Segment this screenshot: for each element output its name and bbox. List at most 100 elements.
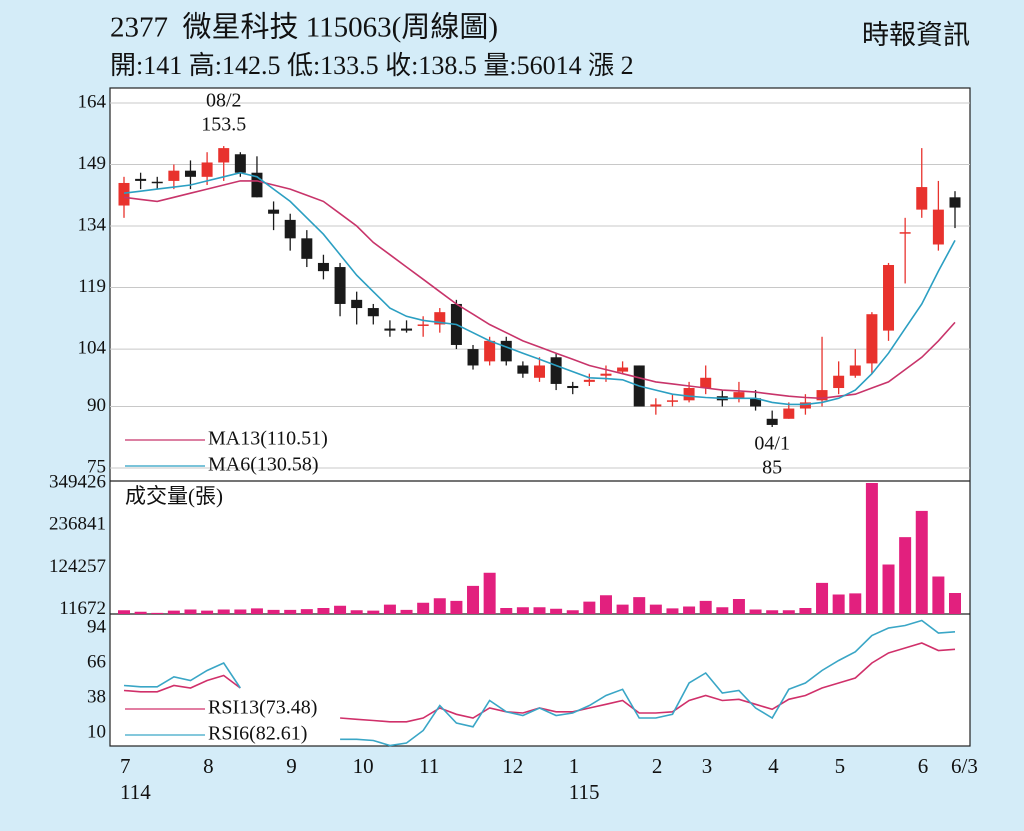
volume-bar — [317, 608, 330, 614]
volume-bar — [450, 600, 463, 614]
candle-body — [932, 209, 944, 245]
y-tick-label: 75 — [87, 456, 106, 477]
x-year-label: 115 — [569, 780, 600, 804]
candle-body — [201, 162, 213, 177]
series-line — [123, 180, 956, 400]
candle-body — [583, 379, 595, 382]
volume-bar — [599, 595, 612, 614]
volume-bar — [865, 483, 878, 614]
volume-bar — [849, 593, 862, 614]
candle-body — [434, 312, 446, 325]
volume-bar — [267, 609, 280, 614]
y-tick-label: 104 — [78, 337, 107, 358]
candle-body — [883, 264, 895, 331]
x-tick-label: 7 — [120, 754, 131, 778]
candle-body — [500, 340, 512, 362]
title: 2377 微星科技 115063(周線圖) — [110, 11, 498, 44]
x-tick-label: 9 — [286, 754, 297, 778]
candle-body — [650, 404, 662, 407]
legend-label: RSI6(82.61) — [208, 723, 307, 745]
candle-body — [118, 182, 130, 206]
candle-body — [484, 340, 496, 362]
volume-bar — [899, 537, 912, 614]
annotation-date: 08/2 — [206, 90, 242, 112]
candle-body — [351, 299, 363, 309]
candle-body — [417, 324, 429, 326]
y-tick-label: 236841 — [49, 514, 106, 535]
candle-body — [733, 392, 745, 399]
volume-bar — [433, 598, 446, 614]
volume-bar — [234, 609, 247, 614]
volume-bar — [649, 604, 662, 614]
volume-bar — [334, 605, 347, 614]
volume-bar — [749, 609, 762, 614]
y-tick-label: 119 — [78, 276, 106, 297]
candle-body — [683, 388, 695, 401]
candle-body — [284, 219, 296, 239]
volume-bar — [716, 607, 729, 614]
candle-body — [234, 154, 246, 173]
x-tick-label: 2 — [652, 754, 663, 778]
y-tick-label: 10 — [87, 721, 106, 742]
candle-body — [317, 262, 329, 272]
x-tick-label: 11 — [419, 754, 439, 778]
x-year-label: 114 — [120, 780, 151, 804]
y-tick-label: 149 — [78, 153, 107, 174]
volume-bar — [284, 609, 297, 614]
candle-body — [783, 408, 795, 419]
volume-bar — [799, 608, 812, 614]
volume-bar — [949, 593, 961, 614]
volume-bar — [566, 610, 579, 614]
volume-bar — [583, 601, 596, 614]
candle-body — [833, 375, 845, 389]
volume-bar — [383, 604, 396, 614]
volume-bar — [699, 600, 712, 614]
y-tick-label: 38 — [87, 686, 106, 707]
x-tick-label: 10 — [353, 754, 374, 778]
quote: 開:141 高:142.5 低:133.5 收:138.5 量:56014 漲 … — [110, 51, 634, 80]
volume-bar — [201, 610, 214, 614]
volume-bar — [832, 594, 845, 614]
volume-bar — [782, 610, 795, 614]
volume-bar — [516, 607, 529, 614]
volume-bar — [666, 608, 679, 614]
candle-body — [866, 314, 878, 364]
annotation-value: 153.5 — [201, 114, 246, 136]
volume-bar — [633, 597, 646, 614]
x-tick-label: 1 — [569, 754, 580, 778]
legend-label: RSI13(73.48) — [208, 697, 317, 719]
legend-label: MA13(110.51) — [208, 428, 328, 450]
volume-bar — [616, 604, 629, 614]
annotation-date: 04/1 — [754, 433, 790, 455]
candle-body — [567, 385, 579, 389]
volume-bar — [118, 610, 130, 614]
candle-body — [700, 377, 712, 389]
series-line — [123, 619, 956, 747]
y-tick-label: 94 — [87, 616, 107, 637]
candle-body — [367, 308, 379, 317]
candle-body — [401, 328, 413, 331]
volume-bar — [500, 608, 513, 614]
y-tick-label: 134 — [78, 214, 107, 235]
candle-body — [251, 172, 263, 198]
volume-bar — [915, 510, 928, 614]
volume-bar — [467, 585, 480, 614]
candle-body — [517, 365, 529, 374]
volume-bar — [134, 611, 147, 614]
candle-body — [666, 400, 678, 402]
candle-body — [916, 187, 928, 210]
volume-bar — [766, 610, 779, 614]
volume-bar — [151, 612, 164, 614]
candle-body — [750, 398, 762, 407]
candle-body — [550, 357, 562, 384]
volume-bar — [300, 609, 313, 614]
volume-bar — [217, 609, 230, 614]
source: 時報資訊 — [862, 20, 970, 50]
volume-bar — [816, 582, 829, 614]
candle-body — [600, 373, 612, 376]
series-line — [123, 171, 956, 406]
volume-bar — [732, 599, 745, 614]
candle-body — [301, 238, 313, 259]
